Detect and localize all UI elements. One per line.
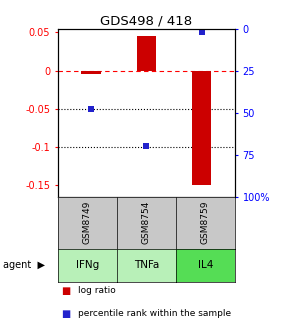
Text: GSM8759: GSM8759	[201, 201, 210, 244]
Text: TNFa: TNFa	[134, 260, 159, 270]
Bar	[81, 71, 101, 74]
Title: GDS498 / 418: GDS498 / 418	[100, 14, 193, 28]
Text: ■: ■	[61, 309, 70, 319]
Text: GSM8749: GSM8749	[83, 201, 92, 244]
Bar	[137, 36, 156, 71]
Text: log ratio: log ratio	[78, 286, 116, 295]
Text: GSM8754: GSM8754	[142, 201, 151, 244]
Text: IL4: IL4	[198, 260, 213, 270]
Text: ■: ■	[61, 286, 70, 296]
Text: IFNg: IFNg	[76, 260, 99, 270]
Text: agent  ▶: agent ▶	[3, 260, 45, 270]
Text: percentile rank within the sample: percentile rank within the sample	[78, 309, 231, 318]
Bar	[192, 71, 211, 185]
